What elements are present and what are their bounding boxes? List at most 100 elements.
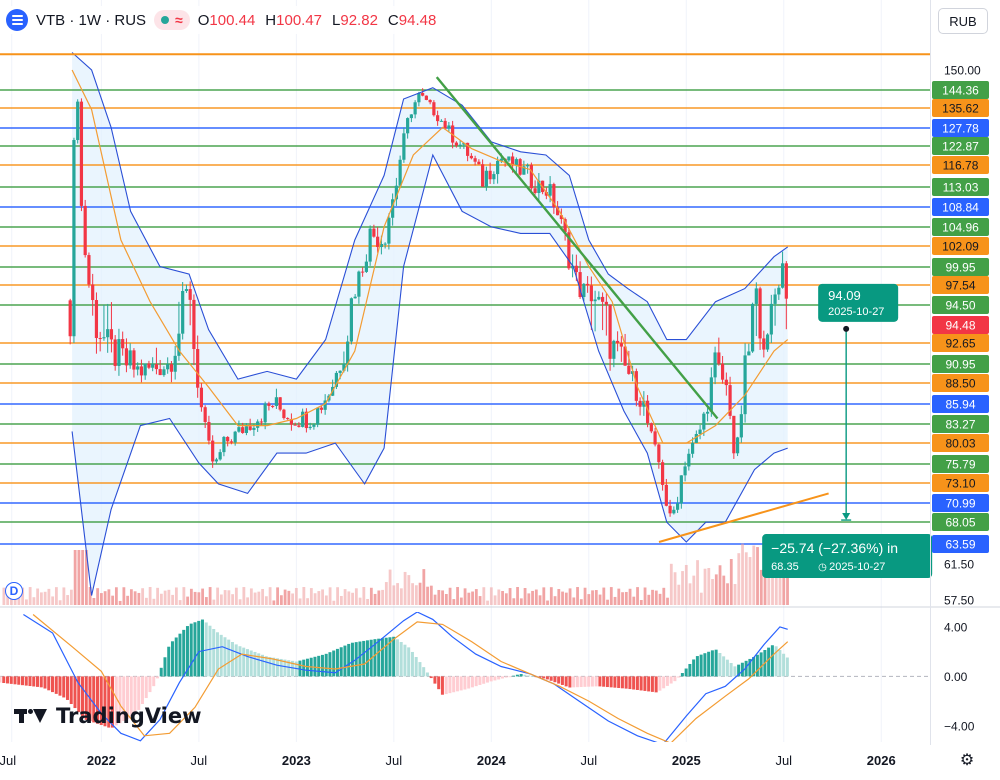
- candle-body: [162, 369, 166, 376]
- candle-body: [274, 397, 279, 406]
- volume-bar: [171, 594, 175, 605]
- candle-body: [417, 93, 421, 103]
- histogram-bar: [774, 646, 778, 677]
- histogram-bar: [650, 676, 654, 692]
- candle-body: [514, 159, 518, 165]
- symbol-title[interactable]: VTB · 1W · RUS: [36, 11, 147, 29]
- histogram-bar: [80, 676, 84, 717]
- volume-bar: [298, 598, 302, 605]
- gear-icon[interactable]: ⚙: [959, 752, 975, 769]
- histogram-bar: [358, 641, 362, 677]
- histogram-bar: [557, 676, 561, 684]
- candle-body: [91, 284, 95, 301]
- volume-bar: [624, 591, 628, 605]
- histogram-bar: [440, 676, 444, 695]
- histogram-bar: [350, 642, 354, 677]
- candle-body: [597, 296, 601, 300]
- price-label-12: [932, 334, 989, 352]
- candle-body: [316, 407, 320, 425]
- volume-bar: [403, 571, 407, 605]
- histogram-bar: [339, 647, 343, 677]
- tradingview-logo[interactable]: TradingView: [14, 704, 201, 728]
- price-label-text-14: 88.50: [945, 377, 975, 391]
- histogram-bar: [632, 676, 636, 690]
- volume-bar: [32, 597, 36, 605]
- moving-average-line: [71, 69, 789, 444]
- histogram-bar: [32, 676, 36, 687]
- histogram-bar: [118, 676, 122, 724]
- histogram-bar: [429, 676, 433, 679]
- volume-bar: [568, 588, 572, 605]
- histogram-bar: [234, 644, 238, 677]
- price-label-18: [932, 455, 989, 473]
- candle-body: [154, 364, 159, 370]
- volume-bar: [572, 597, 576, 605]
- volume-bar: [677, 584, 681, 605]
- volume-bar: [107, 589, 111, 605]
- tradingview-mark-icon: [14, 707, 48, 725]
- price-label-10: [932, 276, 989, 294]
- candle-body: [623, 346, 627, 366]
- candle-body: [184, 289, 189, 291]
- histogram-bar: [227, 639, 231, 677]
- interval-label: 1W: [78, 11, 102, 29]
- histogram-bar: [287, 660, 291, 677]
- histogram-bar: [125, 676, 129, 719]
- candle-body: [780, 263, 785, 288]
- histogram-bar: [290, 660, 294, 677]
- dividend-badge[interactable]: D: [5, 582, 23, 600]
- histogram-bar: [129, 676, 133, 717]
- candle-body: [616, 340, 620, 344]
- histogram-bar: [107, 676, 111, 728]
- volume-bar: [692, 575, 696, 605]
- histogram-bar: [0, 676, 2, 683]
- volume-bar: [512, 598, 516, 605]
- histogram-bar: [268, 657, 272, 677]
- indicator-pill[interactable]: ≈: [154, 10, 190, 30]
- candle-body: [679, 475, 683, 504]
- candle-body: [582, 283, 586, 298]
- volume-bar: [58, 600, 62, 605]
- time-axis-tick-7: 2025: [672, 753, 701, 768]
- histogram-bar: [73, 676, 77, 709]
- volume-bar: [77, 550, 81, 605]
- histogram-bar: [365, 640, 369, 677]
- volume-bar: [628, 588, 632, 605]
- candle-body: [376, 236, 380, 248]
- histogram-bar: [197, 620, 201, 677]
- histogram-bar: [103, 676, 107, 727]
- histogram-bar: [35, 676, 39, 687]
- time-axis-tick-3: 2023: [282, 753, 311, 768]
- currency-button[interactable]: RUB: [938, 8, 988, 34]
- main-pane: [0, 52, 930, 605]
- volume-bar: [756, 547, 759, 605]
- candle-body: [79, 101, 84, 206]
- candle-body: [743, 355, 747, 415]
- volume-bar: [411, 583, 414, 605]
- candle-body: [256, 421, 260, 428]
- volume-bar: [167, 589, 171, 605]
- candle-body: [68, 300, 72, 337]
- candle-body: [690, 442, 695, 454]
- candle-body: [301, 411, 305, 427]
- candle-body: [537, 180, 541, 193]
- volume-bar: [99, 593, 103, 605]
- candle-body: [675, 503, 680, 510]
- volume-bar: [114, 587, 118, 605]
- histogram-bar: [508, 676, 512, 678]
- volume-bar: [444, 594, 448, 605]
- measure-start-dot: [843, 325, 850, 332]
- measure-end-price: 68.35: [771, 561, 799, 573]
- volume-bar: [699, 592, 703, 605]
- histogram-bar: [549, 676, 553, 681]
- candle-body: [364, 261, 368, 272]
- histogram-bar: [722, 656, 726, 677]
- volume-bar: [744, 552, 748, 605]
- candle-body: [507, 156, 511, 161]
- candle-body: [87, 255, 91, 285]
- histogram-bar: [482, 676, 486, 684]
- volume-bar: [617, 588, 621, 605]
- candle-body: [147, 363, 151, 368]
- price-label-2: [932, 119, 989, 137]
